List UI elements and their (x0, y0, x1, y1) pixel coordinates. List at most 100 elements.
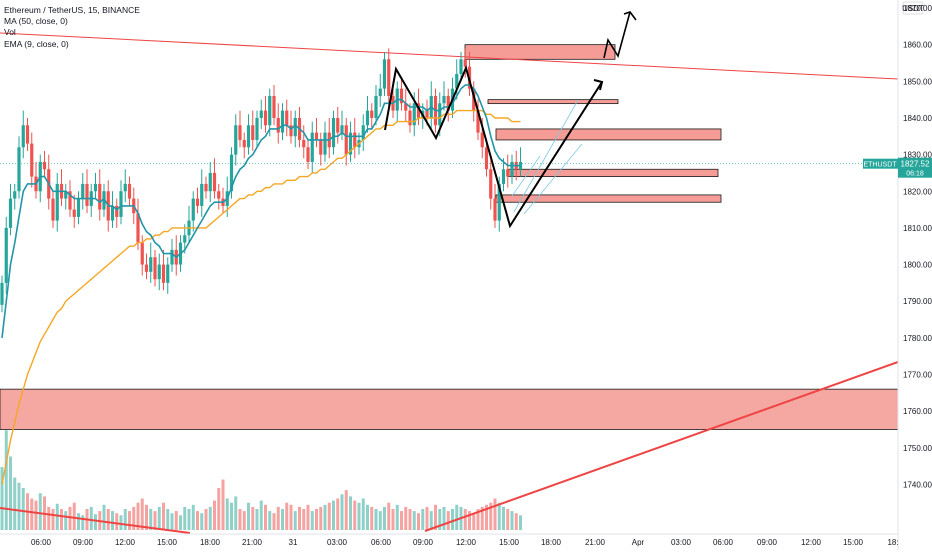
candle-body (51, 198, 55, 221)
volume-bar (395, 504, 399, 530)
candle-body (136, 213, 140, 243)
volume-bar (323, 504, 327, 530)
volume-bar (128, 511, 131, 530)
candle-body (259, 110, 263, 118)
volume-bar (310, 511, 314, 530)
candle-body (501, 169, 506, 184)
candle-body (378, 88, 382, 96)
volume-bar (272, 513, 276, 530)
volume-bar (238, 509, 242, 530)
volume-bar (493, 498, 497, 530)
x-tick-label: 21:00 (242, 538, 263, 547)
volume-bar (102, 504, 106, 530)
y-tick-label: 1800.00 (903, 261, 932, 270)
volume-bar (268, 511, 272, 530)
volume-bar (242, 511, 246, 530)
ema9-line (1, 84, 521, 338)
volume-bar (119, 515, 123, 530)
candle-body (204, 183, 208, 192)
volume-bar (170, 513, 174, 530)
candle-body (234, 125, 238, 155)
candle-body (123, 183, 127, 192)
candle-body (310, 132, 314, 162)
volume-bar (230, 502, 233, 530)
volume-bar (510, 511, 514, 530)
volume-bar (468, 511, 471, 530)
candle-body (115, 205, 119, 217)
volume-bar (502, 506, 505, 530)
candle-body (459, 59, 463, 74)
volume-bar (285, 502, 289, 530)
volume-bar (340, 494, 344, 530)
volume-bar (476, 509, 480, 530)
volume-bar (344, 490, 348, 530)
volume-bar (276, 506, 280, 530)
candle-body (217, 191, 221, 199)
volume-bar (225, 498, 229, 530)
currency-box (902, 1, 924, 15)
x-tick-label: 18:00 (200, 538, 221, 547)
x-tick-label: 06:00 (713, 538, 734, 547)
candle-body (289, 125, 293, 137)
candle-body (472, 88, 476, 111)
candle-body (263, 110, 268, 126)
candle-body (195, 198, 200, 206)
indicator-lines (0, 84, 898, 485)
candle-body (306, 147, 310, 162)
symbol-tag-label: ETHUSDT (863, 162, 897, 169)
volume-bar (374, 509, 378, 530)
volume-bar (183, 506, 187, 530)
candle-body (21, 125, 25, 148)
volume-bar (357, 502, 361, 530)
y-tick-label: 1830.00 (903, 151, 932, 160)
candle-body (149, 257, 153, 272)
chart-legend: Ethereum / TetherUS, 15, BINANCE MA (50,… (4, 5, 140, 50)
volume-bar (81, 515, 85, 530)
volume-bar (136, 502, 140, 530)
resistance-trendline (0, 32, 899, 80)
candle-body (412, 103, 416, 126)
candle-body (119, 191, 123, 217)
volume-bar (34, 500, 38, 530)
volume-bar (187, 509, 191, 530)
y-tick-label: 1750.00 (903, 444, 932, 453)
candle-body (480, 132, 484, 148)
target-arrow-path (603, 11, 631, 59)
volume-bar (38, 493, 42, 530)
volume-bar (221, 479, 225, 530)
x-tick-label: 09:00 (73, 538, 94, 547)
volume-bar (370, 506, 374, 530)
y-tick-label: 1850.00 (903, 77, 932, 86)
candle-body (68, 191, 72, 210)
candle-body (268, 95, 272, 126)
volume-bar (387, 502, 391, 530)
volume-bar (327, 502, 331, 530)
candle-body (212, 172, 217, 192)
candle-body (157, 264, 161, 280)
candle-body (387, 59, 391, 96)
volume-bar (408, 509, 412, 530)
volume-bar (519, 515, 522, 530)
candle-body (93, 183, 98, 192)
volume-bar (191, 504, 195, 530)
x-tick-label: Apr (632, 538, 645, 547)
candle-body (382, 59, 387, 89)
candle-body (319, 139, 323, 155)
volume-bar (446, 511, 450, 530)
y-tick-label: 1780.00 (903, 334, 932, 343)
volume-bar (111, 511, 114, 530)
candle-body (183, 235, 187, 243)
volume-bar (208, 506, 212, 530)
symbol-tag (863, 158, 898, 169)
candle-body (276, 117, 280, 133)
volume-bar (55, 503, 59, 530)
candle-body (81, 183, 85, 199)
projection-arrowhead (593, 79, 604, 91)
candle-body (353, 132, 357, 148)
candle-body (336, 117, 340, 133)
candle-body (13, 191, 17, 199)
candle-body (246, 125, 251, 148)
